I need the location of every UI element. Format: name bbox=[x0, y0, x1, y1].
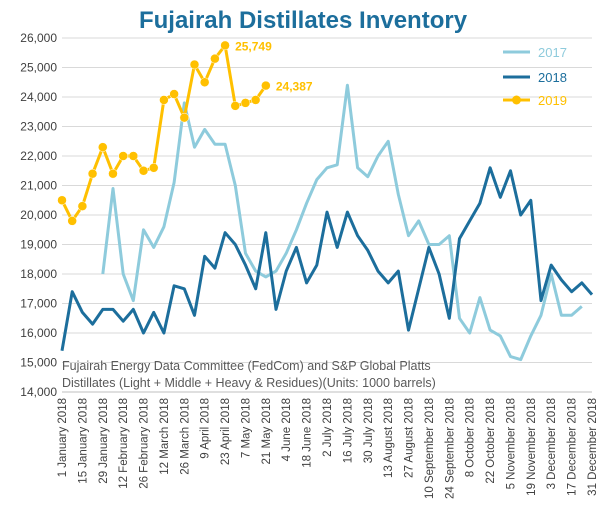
x-tick-label: 26 March 2018 bbox=[179, 398, 191, 475]
x-tick-label: 23 April 2018 bbox=[220, 398, 232, 465]
series-line-2018 bbox=[60, 166, 594, 351]
data-label: 24,387 bbox=[276, 80, 313, 94]
legend-label-2018: 2018 bbox=[538, 70, 567, 85]
data-point-2019 bbox=[240, 98, 251, 108]
x-tick-label: 31 December 2018 bbox=[587, 398, 599, 496]
x-tick-label: 12 February 2018 bbox=[118, 398, 130, 489]
data-point-2019 bbox=[148, 163, 159, 173]
y-tick-label: 15,000 bbox=[20, 356, 57, 370]
x-tick-label: 3 December 2018 bbox=[546, 398, 558, 489]
legend-marker-2019 bbox=[512, 95, 521, 105]
x-tick-label: 10 September 2018 bbox=[424, 398, 436, 499]
x-tick-label: 13 August 2018 bbox=[383, 398, 395, 478]
y-tick-label: 14,000 bbox=[20, 385, 57, 399]
y-tick-label: 22,000 bbox=[20, 149, 57, 163]
x-tick-label: 16 July 2018 bbox=[342, 398, 354, 463]
data-point-2019 bbox=[87, 168, 98, 179]
x-tick-label: 5 November 2018 bbox=[505, 398, 517, 489]
data-point-2019 bbox=[118, 151, 128, 161]
data-point-2019 bbox=[230, 101, 241, 111]
data-point-2019 bbox=[67, 216, 77, 226]
x-tick-label: 22 October 2018 bbox=[485, 398, 497, 484]
source-note: Fujairah Energy Data Committee (FedCom) … bbox=[62, 359, 431, 373]
chart-title: Fujairah Distillates Inventory bbox=[139, 7, 468, 34]
data-point-2019 bbox=[261, 80, 271, 91]
y-tick-label: 21,000 bbox=[20, 179, 57, 193]
y-tick-label: 17,000 bbox=[20, 297, 57, 311]
data-point-2019 bbox=[189, 59, 200, 70]
x-tick-label: 8 October 2018 bbox=[465, 398, 477, 477]
data-point-2019 bbox=[77, 201, 88, 211]
y-tick-label: 16,000 bbox=[20, 326, 57, 340]
x-tick-label: 1 January 2018 bbox=[57, 398, 69, 477]
data-label: 25,749 bbox=[235, 39, 272, 53]
x-tick-label: 9 April 2018 bbox=[200, 398, 212, 459]
data-point-2019 bbox=[250, 95, 261, 105]
legend-label-2019: 2019 bbox=[538, 93, 567, 108]
data-point-2019 bbox=[220, 40, 230, 51]
data-point-2019 bbox=[57, 195, 67, 205]
y-tick-label: 24,000 bbox=[20, 90, 57, 104]
y-tick-label: 20,000 bbox=[20, 208, 57, 222]
data-point-2019 bbox=[210, 53, 220, 64]
y-tick-label: 25,000 bbox=[20, 61, 57, 75]
units-note: Distillates (Light + Middle + Heavy & Re… bbox=[62, 376, 436, 390]
x-tick-label: 19 November 2018 bbox=[526, 398, 538, 496]
y-tick-label: 19,000 bbox=[20, 238, 57, 252]
x-tick-label: 24 September 2018 bbox=[444, 398, 456, 499]
y-tick-label: 18,000 bbox=[20, 267, 57, 281]
data-point-2019 bbox=[98, 142, 108, 152]
x-tick-label: 17 December 2018 bbox=[567, 398, 579, 496]
legend: 2017 2018 2019 bbox=[503, 45, 567, 108]
x-tick-label: 18 June 2018 bbox=[302, 398, 314, 468]
data-point-2019 bbox=[159, 95, 169, 105]
series-group: 25,749 24,387 bbox=[57, 39, 594, 362]
axes: 14,000 15,000 16,000 17,000 18,000 19,000 20,0… bbox=[20, 31, 599, 499]
y-tick-label: 26,000 bbox=[20, 31, 57, 45]
data-point-2019 bbox=[128, 151, 139, 161]
data-point-2019 bbox=[179, 112, 190, 123]
x-tick-label: 30 July 2018 bbox=[363, 398, 375, 463]
x-tick-label: 12 March 2018 bbox=[159, 398, 171, 475]
data-point-2019 bbox=[199, 77, 210, 87]
y-tick-label: 23,000 bbox=[20, 120, 57, 134]
x-tick-label: 4 June 2018 bbox=[281, 398, 293, 461]
x-tick-label: 15 January 2018 bbox=[77, 398, 89, 484]
x-tick-label: 27 August 2018 bbox=[404, 398, 416, 478]
x-tick-label: 26 February 2018 bbox=[139, 398, 151, 489]
x-tick-label: 21 May 2018 bbox=[261, 398, 273, 465]
data-point-2019 bbox=[138, 166, 149, 176]
x-tick-label: 2 July 2018 bbox=[322, 398, 334, 457]
data-point-2019 bbox=[108, 168, 118, 179]
x-tick-label: 7 May 2018 bbox=[240, 398, 252, 458]
legend-label-2017: 2017 bbox=[538, 45, 567, 60]
x-tick-label: 29 January 2018 bbox=[98, 398, 110, 484]
data-point-2019 bbox=[169, 89, 179, 99]
